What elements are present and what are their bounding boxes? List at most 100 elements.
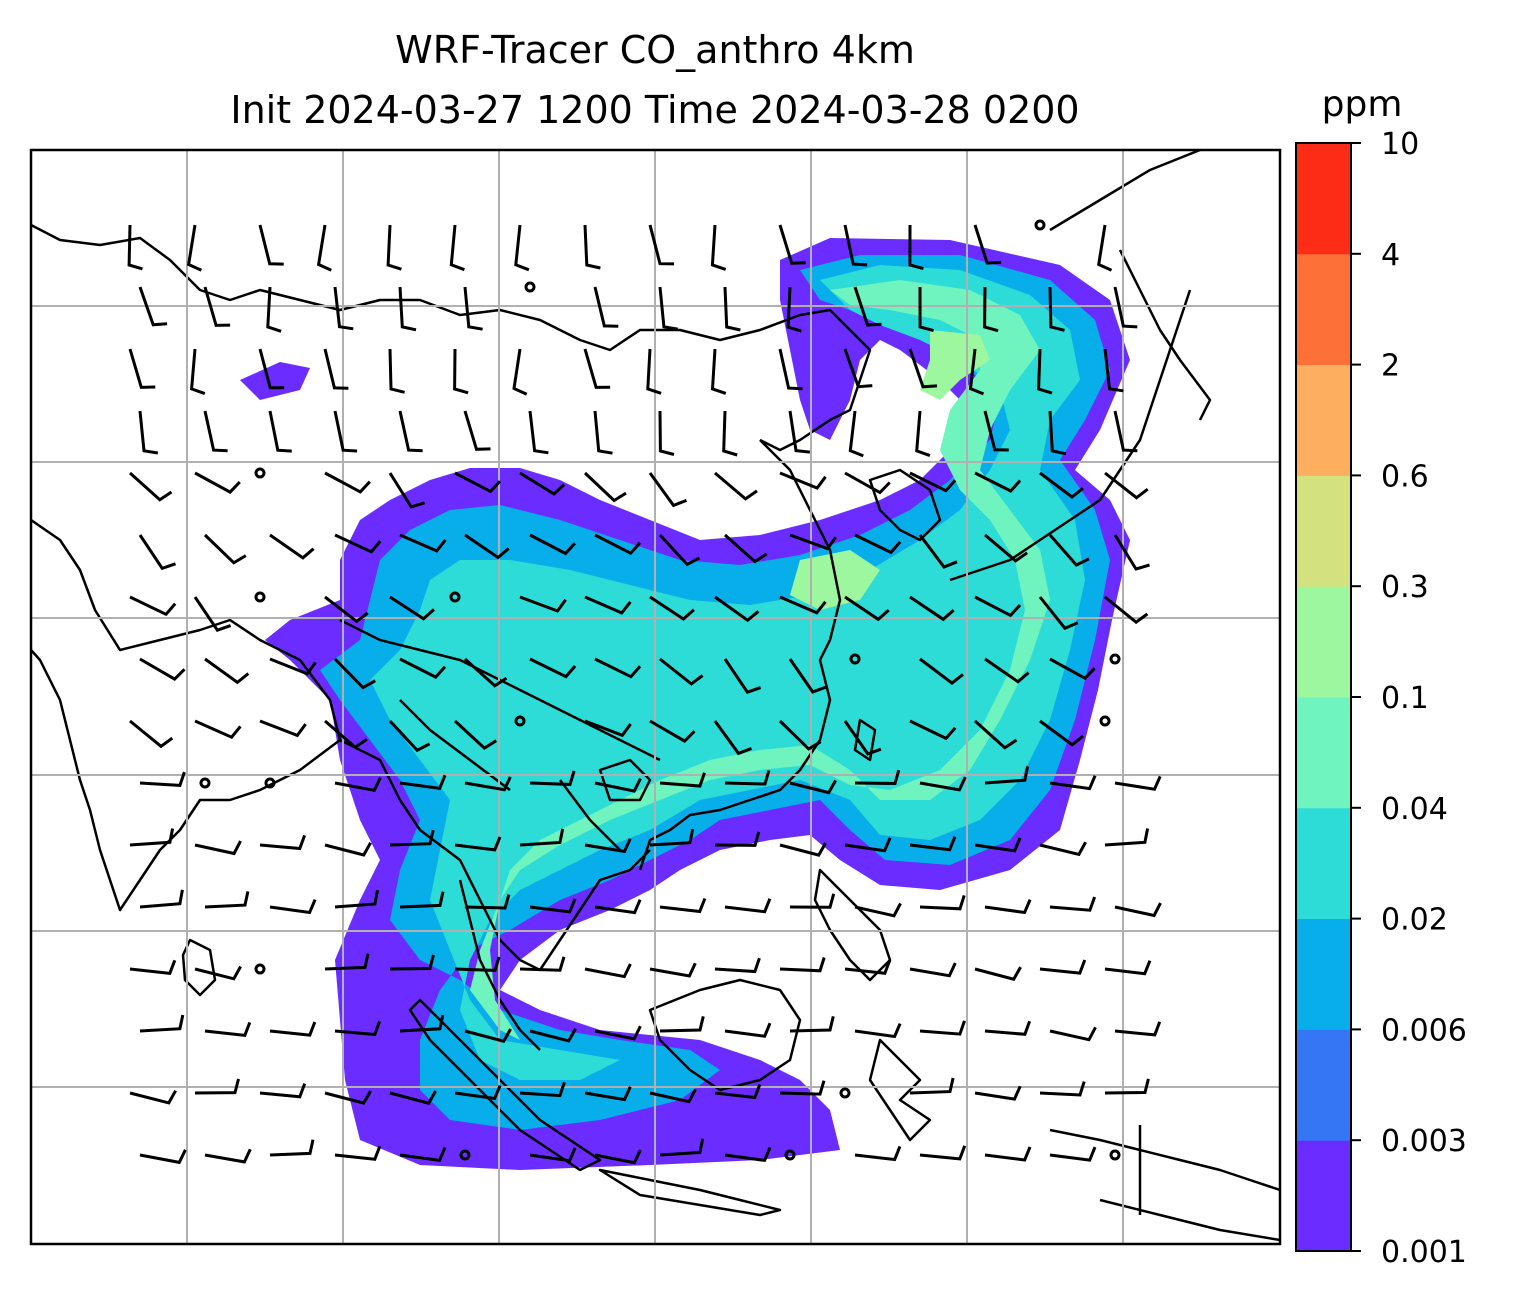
gridlines [31, 150, 1280, 1244]
wind-barb [323, 348, 349, 390]
wind-barb [519, 1081, 566, 1098]
wind-barb [915, 410, 931, 458]
wind-barb [594, 1025, 642, 1041]
chart-title-line1: WRF-Tracer CO_anthro 4km [395, 28, 915, 72]
wind-barb [512, 348, 528, 396]
colorbar-block-3 [1296, 807, 1351, 920]
wind-barb [584, 595, 632, 615]
wind-calm-marker [254, 467, 266, 479]
colorbar-block-6 [1296, 475, 1351, 587]
wind-barb [843, 224, 868, 267]
wind-barb [909, 1077, 955, 1095]
coastline-borneo [648, 978, 802, 1092]
wind-barb [714, 831, 761, 847]
wind-barb [138, 410, 159, 455]
wind-barb [854, 533, 902, 555]
wind-barb [659, 772, 706, 788]
wind-barb [714, 595, 760, 623]
tracer-plume-core [470, 280, 1050, 1040]
wind-barb [973, 224, 1002, 265]
wind-barb [324, 842, 372, 857]
wind-barb [186, 224, 203, 272]
wind-barb [138, 286, 168, 327]
wind-barb [973, 719, 1018, 750]
wind-barb [984, 1020, 1032, 1036]
colorbar-tick-label: 0.006 [1381, 1013, 1467, 1048]
wind-barb [1103, 348, 1124, 393]
colorbar-ticks: 0.001 0.003 0.006 0.02 0.04 0.1 0.3 0.6 2 4 10 [1351, 127, 1467, 1270]
tracer-field [240, 238, 1130, 1170]
wind-barb [128, 348, 156, 389]
colorbar-tick-label: 4 [1381, 238, 1400, 273]
coastline-northern-asia [31, 223, 872, 452]
wind-barb [843, 348, 873, 389]
wind-barb [658, 533, 701, 567]
colorbar-block-1 [1296, 1029, 1351, 1141]
wind-barb [1114, 1021, 1162, 1037]
wind-barb [723, 286, 741, 332]
wind-barb [463, 286, 483, 331]
wind-barb [464, 776, 512, 792]
wind-barb [463, 410, 491, 451]
wind-barb [269, 657, 317, 676]
wind-barb [919, 1020, 966, 1036]
wind-barb [129, 595, 177, 617]
wind-barb [584, 1086, 632, 1102]
wind-barb [789, 1016, 835, 1033]
wind-barb [324, 471, 371, 494]
wind-barb [1049, 896, 1097, 912]
wind-barb [968, 348, 985, 396]
wind-barb [258, 348, 285, 390]
wind-barb [139, 771, 186, 787]
wind-barb [128, 471, 173, 502]
wind-barb [453, 348, 469, 395]
wind-barb [853, 286, 882, 327]
wind-barb [854, 1145, 902, 1162]
wind-barb [194, 719, 242, 740]
wind-barb [710, 224, 727, 271]
wind-barb [194, 1078, 240, 1095]
coastline-philippines [813, 868, 892, 982]
wind-barb [1049, 1026, 1097, 1042]
coastline-java [598, 1168, 782, 1217]
wind-barb [334, 1020, 382, 1037]
wind-barb [723, 658, 762, 694]
wind-barb [203, 410, 228, 453]
wind-barb [334, 777, 382, 792]
wind-barb [316, 224, 332, 272]
wind-barb [259, 719, 307, 738]
wind-barb [529, 533, 577, 556]
wind-barb [789, 779, 837, 795]
wind-barb [974, 837, 1022, 853]
wind-barb [658, 286, 678, 331]
wind-barb [399, 1014, 445, 1033]
wind-barb [529, 1147, 577, 1163]
wind-barb [658, 410, 675, 456]
wind-calm-marker [1099, 715, 1111, 727]
wind-barb [594, 1149, 642, 1165]
wind-barb [649, 1088, 697, 1104]
wind-barb [386, 224, 402, 271]
wind-barb [194, 840, 242, 856]
wind-barb [519, 595, 567, 613]
wind-barb [193, 596, 232, 632]
wind-barb [844, 959, 892, 975]
coastline-china-east [638, 439, 842, 871]
colorbar-tick-label: 0.003 [1381, 1124, 1467, 1159]
wind-calm-marker [459, 1149, 471, 1161]
coastline-korea [868, 468, 942, 542]
wind-barb [529, 770, 576, 786]
wind-calm-marker [514, 715, 526, 727]
wind-barb [268, 410, 292, 453]
wind-barb [269, 899, 317, 915]
wind-barb [1114, 775, 1162, 791]
wind-barb [584, 719, 632, 738]
colorbar-block-4 [1296, 697, 1351, 809]
colorbar-unit-label: ppm [1322, 84, 1403, 125]
wind-barb [519, 956, 566, 972]
wind-barb [324, 719, 368, 750]
wind-barb [269, 533, 315, 560]
wind-barb [529, 898, 577, 914]
wind-barb [908, 224, 924, 271]
wind-barb [854, 902, 902, 918]
